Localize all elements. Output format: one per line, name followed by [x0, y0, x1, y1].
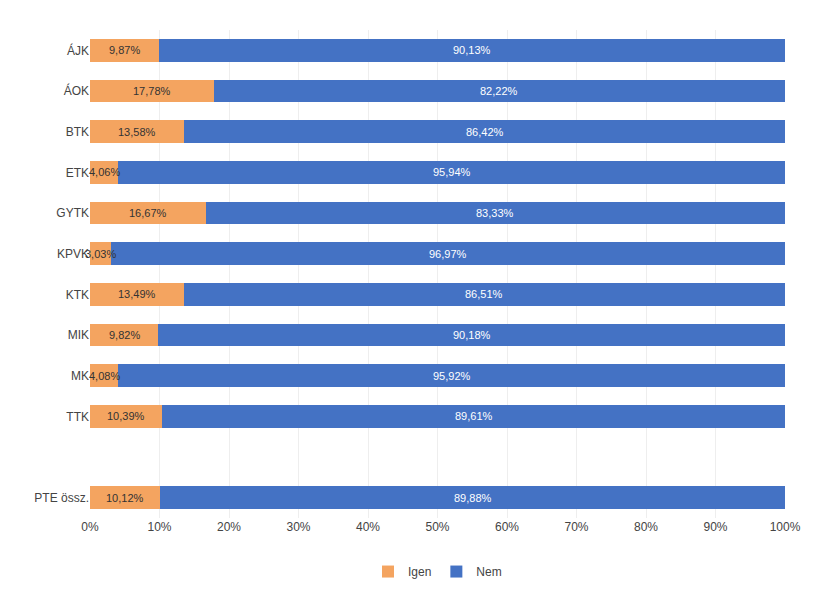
svg-text:100%: 100%: [770, 520, 801, 534]
svg-text:83,33%: 83,33%: [476, 207, 514, 219]
svg-text:30%: 30%: [286, 520, 310, 534]
svg-text:GYTK: GYTK: [56, 206, 89, 220]
svg-text:ETK: ETK: [66, 166, 89, 180]
svg-text:10%: 10%: [147, 520, 171, 534]
svg-text:4,08%: 4,08%: [89, 370, 120, 382]
svg-text:13,58%: 13,58%: [118, 126, 156, 138]
svg-text:86,42%: 86,42%: [466, 126, 504, 138]
svg-text:60%: 60%: [495, 520, 519, 534]
svg-text:80%: 80%: [634, 520, 658, 534]
svg-text:96,97%: 96,97%: [429, 248, 467, 260]
svg-text:20%: 20%: [217, 520, 241, 534]
svg-text:90,18%: 90,18%: [453, 329, 491, 341]
svg-text:16,67%: 16,67%: [129, 207, 167, 219]
svg-text:17,78%: 17,78%: [133, 85, 171, 97]
svg-text:90%: 90%: [703, 520, 727, 534]
svg-text:TTK: TTK: [66, 410, 89, 424]
svg-text:KTK: KTK: [66, 288, 89, 302]
svg-text:4,06%: 4,06%: [89, 166, 120, 178]
svg-text:KPVK: KPVK: [57, 247, 89, 261]
svg-text:10,39%: 10,39%: [107, 410, 145, 422]
svg-text:9,87%: 9,87%: [109, 44, 140, 56]
svg-text:82,22%: 82,22%: [480, 85, 518, 97]
svg-text:13,49%: 13,49%: [118, 288, 156, 300]
svg-text:89,61%: 89,61%: [455, 410, 493, 422]
svg-text:70%: 70%: [564, 520, 588, 534]
svg-text:10,12%: 10,12%: [106, 492, 144, 504]
svg-text:89,88%: 89,88%: [454, 492, 492, 504]
svg-text:PTE össz.: PTE össz.: [34, 491, 89, 505]
svg-text:86,51%: 86,51%: [465, 288, 503, 300]
svg-text:MK: MK: [71, 369, 89, 383]
svg-text:ÁOK: ÁOK: [64, 83, 89, 98]
svg-text:3,03%: 3,03%: [85, 248, 116, 260]
svg-text:MIK: MIK: [68, 328, 89, 342]
svg-text:90,13%: 90,13%: [453, 44, 491, 56]
svg-text:Nem: Nem: [476, 565, 501, 579]
svg-text:Igen: Igen: [408, 565, 431, 579]
svg-text:9,82%: 9,82%: [109, 329, 140, 341]
svg-text:50%: 50%: [425, 520, 449, 534]
svg-text:0%: 0%: [81, 520, 99, 534]
svg-text:ÁJK: ÁJK: [67, 43, 89, 58]
svg-text:95,94%: 95,94%: [433, 166, 471, 178]
svg-text:95,92%: 95,92%: [433, 370, 471, 382]
svg-text:40%: 40%: [356, 520, 380, 534]
svg-text:BTK: BTK: [66, 125, 89, 139]
